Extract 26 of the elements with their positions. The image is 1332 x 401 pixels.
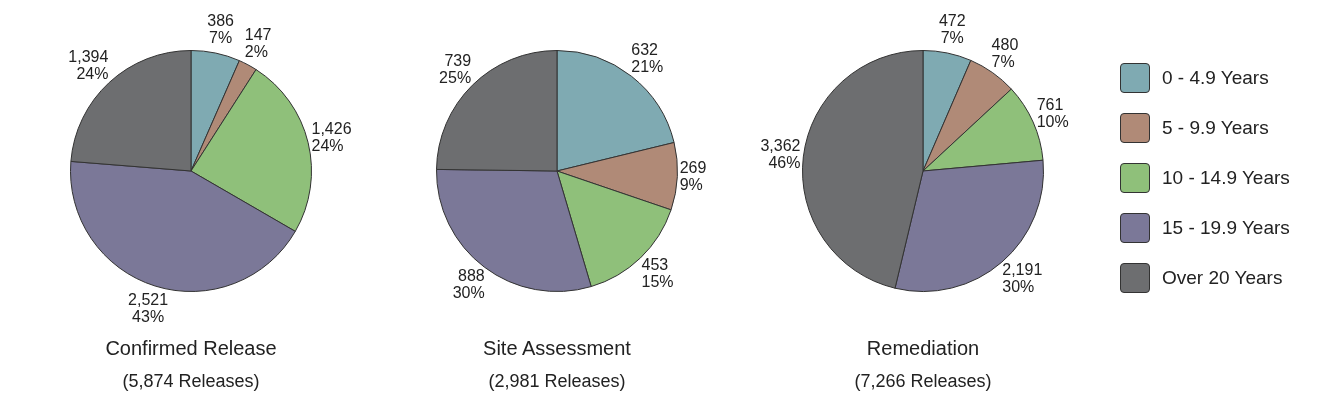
data-label: 147 2% — [244, 26, 272, 61]
legend-label: 0 - 4.9 Years — [1162, 67, 1269, 89]
data-label: 2,191 30% — [1002, 260, 1043, 295]
text: (5,874 Releases) — [121, 370, 261, 392]
data-label: 1,394 24% — [68, 48, 109, 83]
legend-label: 10 - 14.9 Years — [1162, 167, 1290, 189]
data-label: 453 15% — [641, 255, 674, 290]
data-label: 739 25% — [439, 51, 472, 86]
text: Confirmed Release — [104, 336, 278, 360]
data-label: 3,362 46% — [760, 136, 801, 171]
text: Site Assessment — [482, 336, 632, 360]
text: (7,266 Releases) — [853, 370, 993, 392]
data-label: 632 21% — [631, 40, 664, 75]
data-label: 472 7% — [938, 11, 966, 46]
data-label: 269 9% — [679, 159, 707, 194]
data-label: 386 7% — [207, 11, 235, 46]
legend-label: 15 - 19.9 Years — [1162, 217, 1290, 239]
text: Remediation — [865, 336, 981, 360]
legend-label: Over 20 Years — [1162, 267, 1283, 289]
data-label: 480 7% — [991, 36, 1019, 71]
legend-label: 5 - 9.9 Years — [1162, 117, 1269, 139]
data-label: 888 30% — [452, 266, 485, 301]
data-label: 1,426 24% — [311, 120, 352, 155]
data-label: 761 10% — [1036, 96, 1069, 131]
text: (2,981 Releases) — [487, 370, 627, 392]
data-label: 2,521 43% — [128, 290, 169, 325]
